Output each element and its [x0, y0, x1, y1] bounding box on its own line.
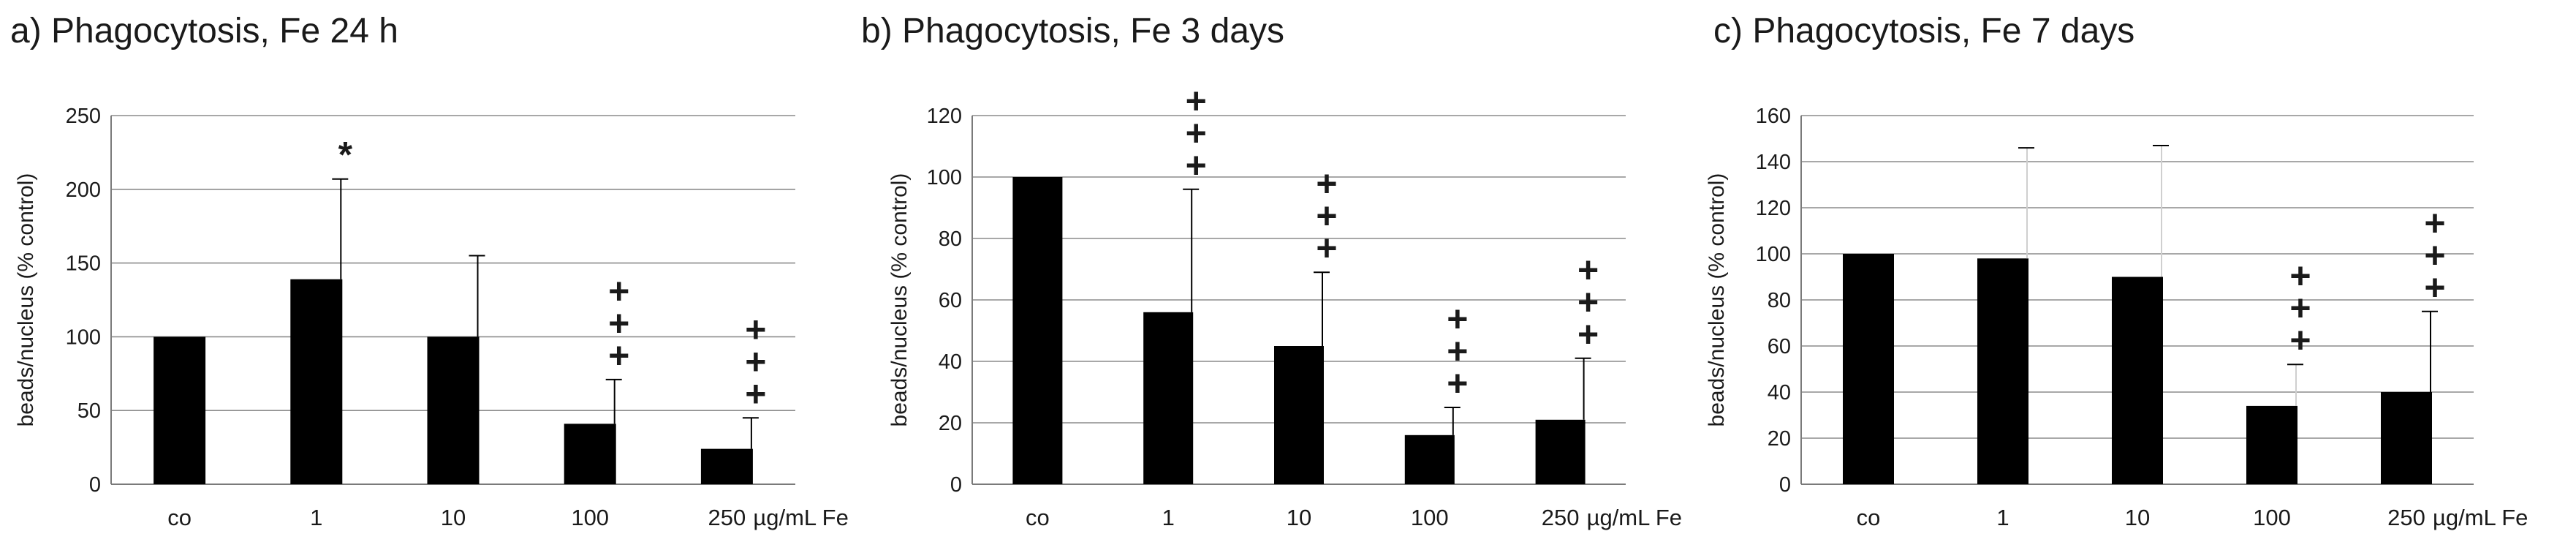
- significance-marker: +: [745, 309, 766, 350]
- chart-panel-3: c) Phagocytosis, Fe 7 days02040608010012…: [1705, 12, 2528, 530]
- y-tick-label: 80: [1768, 289, 1791, 312]
- bar-10: [1274, 346, 1324, 484]
- bar-co: [1012, 177, 1063, 484]
- significance-marker: +: [1577, 314, 1599, 355]
- significance-marker: +: [745, 373, 766, 414]
- x-tick-label: co: [1026, 505, 1050, 530]
- y-tick-label: 200: [66, 178, 101, 202]
- y-tick-label: 100: [66, 326, 101, 349]
- x-tick-label: co: [1857, 505, 1881, 530]
- significance-marker: +: [2289, 320, 2311, 361]
- y-tick-label: 80: [939, 227, 962, 251]
- y-tick-label: 0: [1779, 473, 1791, 497]
- significance-marker: +: [745, 341, 766, 382]
- bar-1: [290, 279, 343, 484]
- significance-marker: +: [1186, 80, 1207, 121]
- significance-marker: +: [608, 303, 629, 344]
- chart-panel-2: b) Phagocytosis, Fe 3 days02040608010012…: [861, 12, 1682, 530]
- significance-marker: +: [1577, 249, 1599, 290]
- significance-marker: +: [1577, 282, 1599, 323]
- x-tick-label: 10: [2125, 505, 2150, 530]
- y-axis-label: beads/nucleus (% control): [14, 173, 38, 427]
- y-tick-label: 100: [1756, 243, 1791, 266]
- x-tick-label: 100: [571, 505, 609, 530]
- y-axis-label: beads/nucleus (% control): [887, 173, 912, 427]
- chart-title: b) Phagocytosis, Fe 3 days: [861, 12, 1284, 50]
- significance-marker: +: [1316, 163, 1337, 204]
- x-tick-label: 250: [708, 505, 746, 530]
- significance-marker: +: [1447, 331, 1468, 372]
- chart-title: a) Phagocytosis, Fe 24 h: [10, 12, 398, 50]
- y-tick-label: 120: [927, 105, 962, 128]
- chart-panel-1: a) Phagocytosis, Fe 24 h 0 50 100 150 200 250 b…: [10, 12, 849, 530]
- y-tick-label: 60: [939, 289, 962, 312]
- bar-10: [2112, 276, 2163, 484]
- x-tick-label: co: [167, 505, 192, 530]
- x-tick-label: 10: [1287, 505, 1311, 530]
- significance-marker: +: [1186, 113, 1207, 154]
- chart-title: c) Phagocytosis, Fe 7 days: [1713, 12, 2134, 50]
- y-tick-label: 50: [77, 399, 101, 423]
- significance-marker: +: [2289, 287, 2311, 328]
- significance-marker: +: [608, 335, 629, 376]
- x-tick-label: 10: [441, 505, 466, 530]
- y-tick-label: 250: [66, 105, 101, 128]
- bar-co: [154, 336, 206, 484]
- significance-marker: +: [2289, 255, 2311, 296]
- x-tick-label: 1: [1996, 505, 2009, 530]
- significance-marker: +: [1447, 363, 1468, 404]
- significance-marker: +: [2424, 235, 2445, 276]
- significance-marker: +: [1316, 227, 1337, 268]
- x-unit-label: µg/mL Fe: [753, 505, 848, 530]
- y-tick-label: 150: [66, 252, 101, 276]
- y-tick-label: 160: [1756, 105, 1791, 128]
- significance-marker: +: [1186, 145, 1207, 186]
- x-tick-label: 250: [1542, 505, 1580, 530]
- bar-co: [1843, 254, 1894, 484]
- bar-250: [2381, 392, 2432, 484]
- y-tick-label: 20: [1768, 427, 1791, 451]
- significance-marker: +: [1447, 298, 1468, 339]
- x-tick-label: 100: [2253, 505, 2291, 530]
- y-tick-label: 60: [1768, 335, 1791, 358]
- y-tick-label: 140: [1756, 151, 1791, 174]
- bar-1: [1143, 312, 1194, 484]
- bar-100: [2246, 405, 2297, 484]
- y-tick-label: 100: [927, 166, 962, 189]
- x-tick-label: 1: [1162, 505, 1175, 530]
- significance-marker: +: [2424, 267, 2445, 308]
- y-tick-label: 20: [939, 412, 962, 435]
- y-tick-label: 0: [89, 473, 101, 497]
- bar-100: [1404, 434, 1455, 484]
- x-unit-label: µg/mL Fe: [1587, 505, 1682, 530]
- significance-marker: +: [1316, 195, 1337, 236]
- x-tick-label: 250: [2387, 505, 2425, 530]
- y-tick-label: 40: [939, 350, 962, 374]
- y-tick-label: 0: [950, 473, 962, 497]
- x-unit-label: µg/mL Fe: [2433, 505, 2528, 530]
- bar-1: [1977, 258, 2028, 484]
- bar-10: [427, 336, 480, 484]
- x-tick-label: 100: [1411, 505, 1449, 530]
- x-tick-label: 1: [310, 505, 322, 530]
- y-tick-label: 120: [1756, 197, 1791, 220]
- y-tick-label: 40: [1768, 381, 1791, 405]
- bar-250: [1535, 419, 1586, 484]
- significance-marker: +: [608, 271, 629, 312]
- significance-marker: *: [338, 135, 353, 176]
- bar-100: [564, 424, 616, 484]
- significance-marker: +: [2424, 203, 2445, 244]
- bar-250: [700, 448, 753, 484]
- y-axis-label: beads/nucleus (% control): [1705, 173, 1729, 427]
